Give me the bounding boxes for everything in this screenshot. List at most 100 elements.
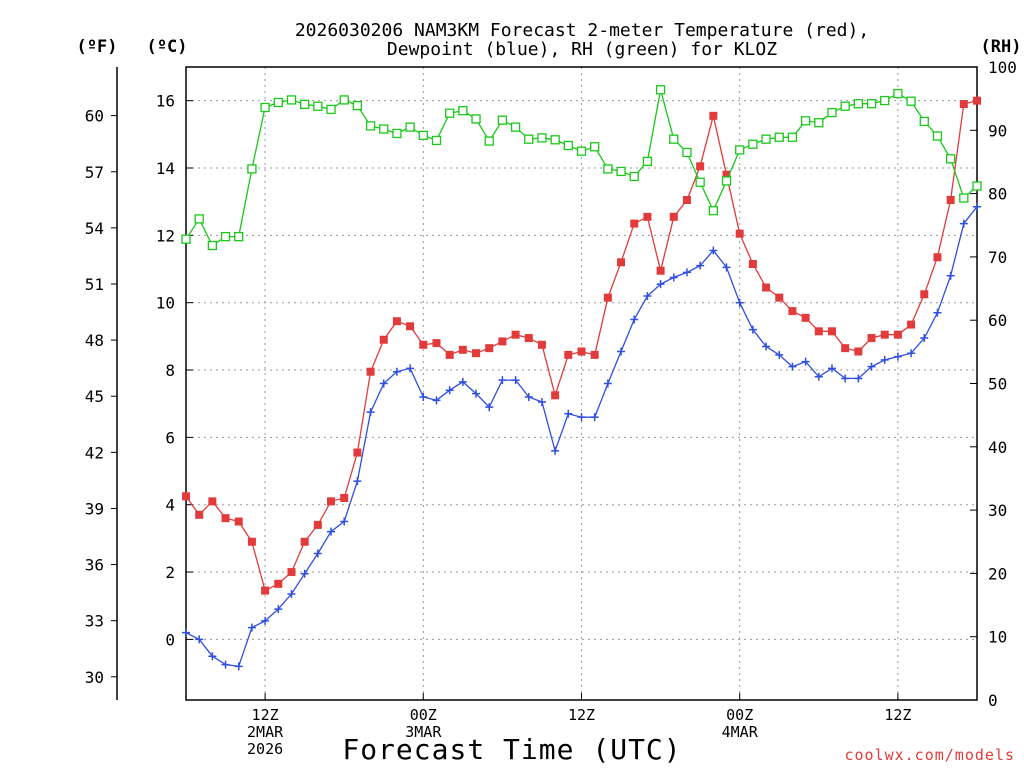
- x-axis-title: Forecast Time (UTC): [342, 733, 681, 766]
- temperature-point: [287, 568, 296, 577]
- rh-point: [484, 136, 494, 146]
- rh-point: [273, 97, 283, 108]
- dewpoint-point: [682, 268, 691, 277]
- x-tick-label: 00Z: [726, 706, 753, 724]
- rh-point: [247, 164, 257, 174]
- rh-point: [445, 108, 455, 118]
- rh-axis-header: (RH): [981, 37, 1022, 57]
- rh-tick-label: 80: [988, 185, 1007, 204]
- dewpoint-point: [801, 357, 810, 366]
- rh-point: [880, 95, 890, 106]
- temperature-point: [406, 322, 415, 331]
- dewpoint-point: [775, 350, 784, 359]
- dewpoint-point: [590, 413, 599, 422]
- credit-text: coolwx.com/models: [844, 746, 1015, 764]
- temperature-point: [498, 337, 507, 346]
- dewpoint-point: [722, 263, 731, 272]
- dewpoint-point: [630, 315, 639, 324]
- rh-point: [840, 101, 850, 111]
- chart-title-line1: 2026030206 NAM3KM Forecast 2-meter Tempe…: [295, 20, 869, 41]
- dewpoint-point: [287, 589, 296, 598]
- dewpoint-point: [392, 367, 401, 376]
- dewpoint-point: [208, 652, 217, 661]
- rh-point: [418, 130, 428, 141]
- dewpoint-point: [617, 347, 626, 356]
- dewpoint-point: [353, 477, 362, 486]
- series-dewpoint: [182, 202, 981, 671]
- x-tick-label: 12Z: [884, 706, 911, 724]
- temperature-point: [366, 367, 375, 376]
- temperature-point: [472, 349, 481, 358]
- rh-point: [629, 171, 639, 182]
- temperature-point: [735, 229, 744, 238]
- dewpoint-point: [485, 403, 494, 412]
- rh-tick-label: 40: [988, 438, 1007, 457]
- rh-tick-label: 0: [988, 691, 998, 710]
- series-temperature: [182, 96, 981, 595]
- dewpoint-point: [551, 446, 560, 455]
- dewpoint-point: [920, 334, 929, 343]
- rh-tick-label: 50: [988, 375, 1007, 394]
- dewpoint-point: [511, 376, 520, 385]
- rh-point: [286, 95, 297, 105]
- temperature-point: [300, 537, 309, 546]
- temperature-point: [445, 350, 454, 359]
- temperature-point: [274, 579, 283, 588]
- temperature-point: [537, 340, 546, 349]
- axes: 0 2 4 6 8 10 12 14 16 30 33 36 39 42 45 48 51 54 57 60 0 10 20…: [85, 58, 1017, 758]
- temperature-point: [867, 334, 876, 343]
- dewpoint-point: [313, 549, 322, 558]
- rh-point: [814, 118, 824, 128]
- temperature-point: [261, 586, 270, 595]
- rh-point: [181, 234, 191, 244]
- dewpoint-point: [327, 527, 336, 536]
- rh-point: [563, 140, 573, 151]
- dewpoint-point: [748, 325, 757, 334]
- dewpoint-point: [261, 616, 270, 625]
- temperature-point: [353, 448, 362, 457]
- dewpoint-point: [880, 355, 889, 364]
- rh-point: [524, 134, 534, 144]
- rh-point: [603, 164, 613, 174]
- rh-tick-label: 90: [988, 121, 1007, 140]
- rh-point: [721, 176, 732, 186]
- rh-point: [695, 177, 705, 187]
- temperature-point: [643, 212, 652, 221]
- rh-point: [642, 156, 653, 166]
- rh-point: [945, 154, 956, 164]
- fahrenheit-tick-label: 39: [85, 499, 104, 518]
- temperature-point: [392, 317, 401, 326]
- temperature-point: [814, 327, 823, 336]
- temperature-point: [920, 290, 929, 299]
- dewpoint-point: [221, 660, 230, 669]
- rh-point: [537, 133, 547, 143]
- fahrenheit-tick-label: 45: [85, 387, 104, 406]
- x-tick-label: 3MAR: [405, 723, 442, 741]
- dewpoint-point: [696, 261, 705, 270]
- rh-point: [458, 106, 468, 116]
- x-tick-label: 00Z: [410, 706, 437, 724]
- rh-tick-label: 100: [988, 58, 1017, 77]
- temperature-point: [788, 307, 797, 316]
- temperature-point: [959, 100, 968, 109]
- temperature-point: [524, 334, 533, 343]
- rh-point: [774, 132, 784, 142]
- rh-point: [405, 122, 415, 132]
- fahrenheit-tick-label: 42: [85, 443, 104, 462]
- rh-point: [299, 99, 310, 109]
- dewpoint-point: [524, 392, 533, 401]
- rh-point: [260, 102, 270, 113]
- fahrenheit-tick-label: 60: [85, 107, 104, 126]
- dewpoint-point: [564, 409, 573, 418]
- temperature-point: [801, 313, 810, 322]
- rh-point: [972, 181, 982, 191]
- rh-point: [655, 85, 666, 95]
- dewpoint-point: [537, 398, 546, 407]
- temperature-point: [590, 350, 599, 359]
- rh-point: [748, 139, 758, 149]
- rh-point: [207, 240, 218, 251]
- chart-title-line2: Dewpoint (blue), RH (green) for KLOZ: [387, 39, 777, 60]
- dewpoint-point: [247, 623, 256, 632]
- temperature-point: [221, 514, 230, 523]
